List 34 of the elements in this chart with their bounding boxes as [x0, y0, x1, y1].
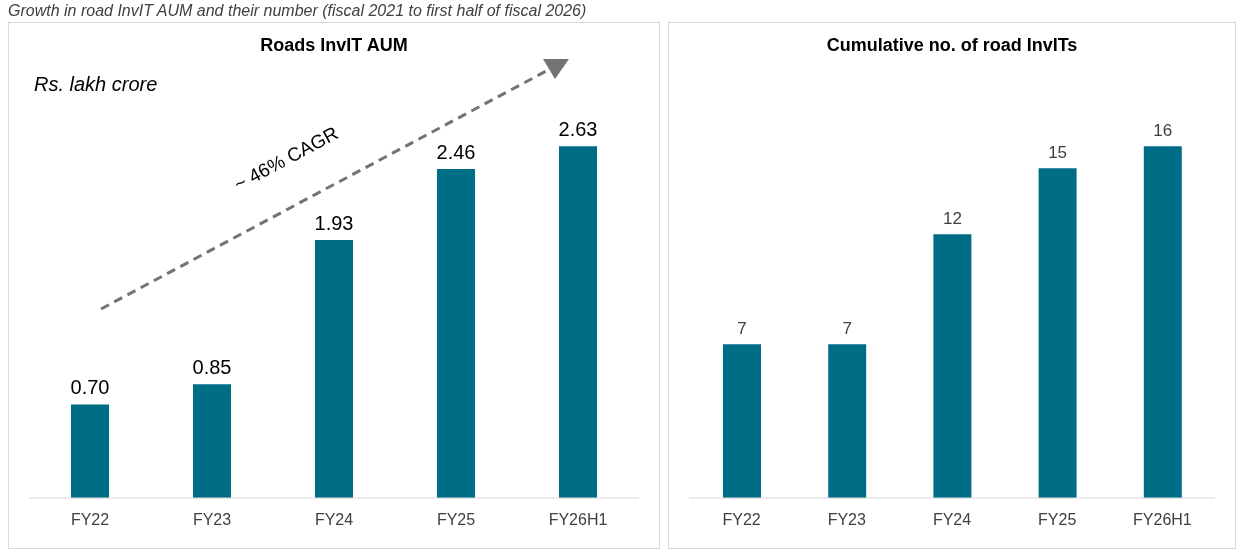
data-label: 16 [1153, 121, 1173, 141]
bar [723, 344, 761, 498]
data-label: 12 [942, 209, 962, 229]
x-tick-label: FY24 [314, 511, 354, 529]
chart-title: Cumulative no. of road InvITs [825, 35, 1079, 56]
bar [1143, 146, 1182, 498]
x-tick-label: FY22 [70, 511, 110, 529]
bar [1038, 168, 1077, 498]
bar [437, 169, 475, 498]
data-label: 7 [842, 319, 852, 339]
text: Growth in road InvIT AUM and their number (fiscal 2021 to first half of fiscal 2026) [8, 2, 587, 20]
x-tick-label: FY25 [436, 511, 476, 529]
chart-title: Roads InvIT AUM [259, 35, 409, 56]
bar [559, 146, 597, 498]
bar [828, 344, 867, 498]
data-label: 2.46 [436, 141, 476, 164]
y-axis-title: Rs. lakh crore [34, 73, 158, 96]
bar [193, 384, 231, 498]
x-tick-label: FY23 [192, 511, 232, 529]
x-tick-label: FY26H1 [1133, 511, 1192, 529]
data-label: 7 [737, 319, 747, 339]
x-tick-label: FY25 [1038, 511, 1077, 529]
bar [315, 239, 353, 498]
data-label: 15 [1048, 143, 1068, 163]
bar [933, 234, 972, 498]
x-tick-label: FY24 [932, 511, 972, 529]
x-tick-label: FY22 [722, 511, 761, 529]
data-label: 2.63 [558, 118, 598, 141]
data-label: 1.93 [314, 211, 354, 234]
data-label: 0.85 [192, 356, 232, 379]
data-label: 0.70 [70, 376, 110, 399]
bar [71, 404, 109, 498]
x-tick-label: FY23 [827, 511, 867, 529]
x-tick-label: FY26H1 [548, 511, 608, 529]
